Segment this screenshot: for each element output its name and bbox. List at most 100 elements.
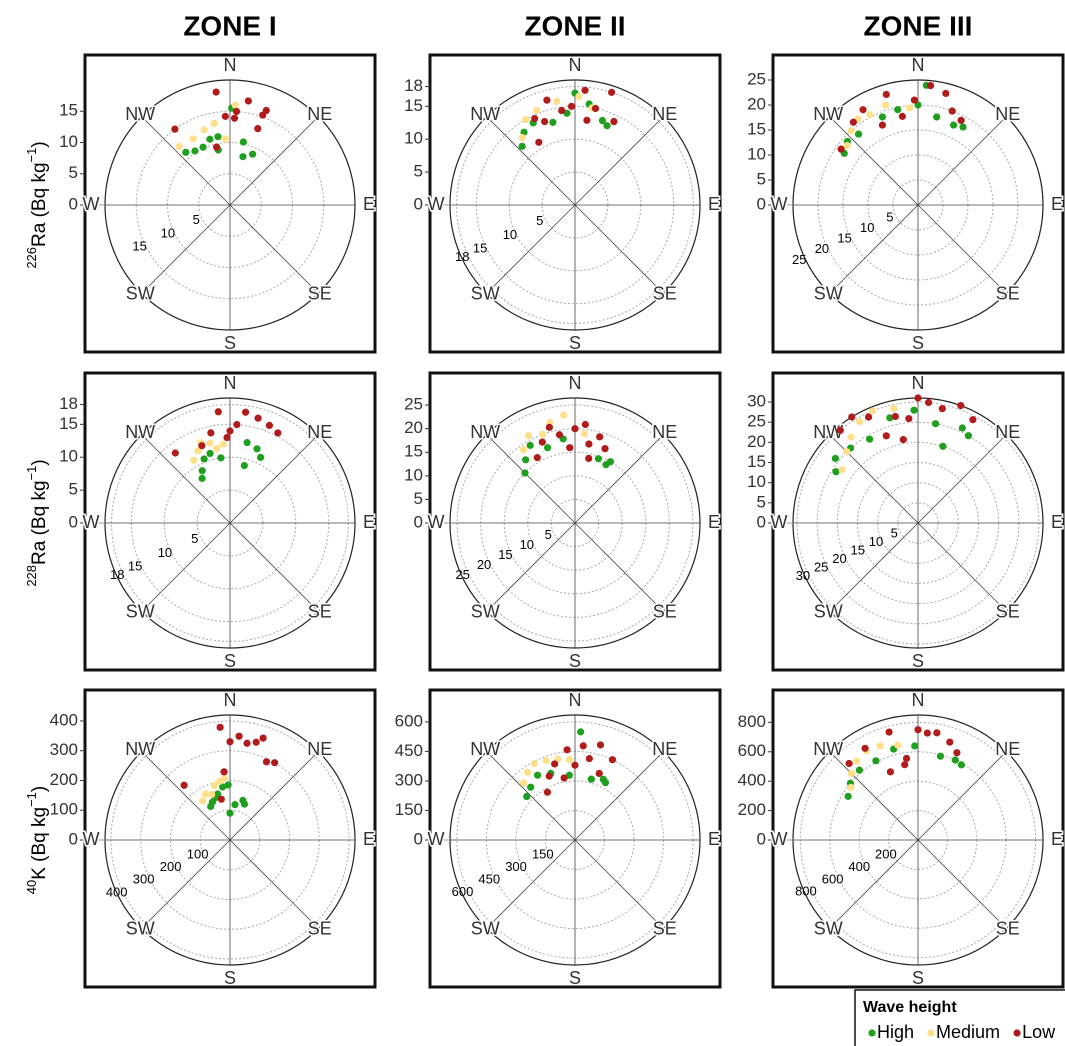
direction-label: W [428, 829, 445, 849]
point [207, 429, 215, 437]
y-tick-label: 30 [747, 392, 766, 411]
direction-label: NE [652, 739, 677, 759]
point [230, 114, 239, 122]
direction-label: SE [996, 919, 1020, 939]
direction-label: N [912, 690, 925, 710]
point [933, 113, 941, 121]
point [214, 408, 222, 416]
panel-frame [428, 53, 722, 354]
point [239, 138, 247, 146]
direction-label: SE [653, 602, 677, 622]
legend-frame [854, 989, 1065, 1046]
point [199, 797, 207, 805]
y-tick-label: 400 [738, 771, 766, 790]
y-tick-label: 15 [59, 101, 78, 120]
y-tick-label: 150 [395, 800, 423, 819]
direction-label: SE [996, 284, 1020, 304]
point [951, 756, 959, 764]
spoke [486, 751, 576, 841]
y-tick-label: 5 [414, 162, 423, 181]
point [885, 728, 893, 736]
point [946, 738, 954, 746]
point [560, 774, 568, 782]
point [563, 746, 571, 754]
point [566, 444, 574, 452]
point [551, 760, 559, 768]
radial-tick-label: 5 [886, 210, 893, 225]
radial-tick-label: 5 [536, 213, 543, 228]
point [190, 456, 198, 464]
row-label-part: −1 [24, 466, 39, 481]
point [226, 427, 234, 435]
spoke [229, 434, 319, 524]
y-tick-label: 100 [50, 800, 78, 819]
spoke [141, 204, 231, 294]
spoke [229, 204, 319, 294]
radial-tick-label: 18 [110, 567, 124, 582]
direction-label: E [1051, 512, 1063, 532]
radial-tick-label: 100 [187, 847, 209, 862]
point [894, 741, 902, 749]
point [843, 448, 851, 456]
point [601, 445, 609, 453]
point [200, 126, 208, 134]
panel-frame [771, 371, 1065, 672]
point [171, 125, 179, 133]
y-tick-label: 25 [747, 69, 766, 88]
point [213, 444, 221, 453]
direction-label: E [708, 194, 720, 214]
radial-tick-label: 15 [498, 547, 512, 562]
radial-tick-label: 15 [132, 239, 146, 254]
spoke [829, 116, 919, 206]
point [876, 742, 884, 750]
direction-label: NW [125, 422, 155, 442]
radial-tick-label: 5 [193, 212, 200, 227]
y-tick-label: 200 [50, 770, 78, 789]
point [901, 761, 909, 769]
direction-label: NW [470, 422, 500, 442]
point [958, 424, 966, 432]
point [581, 420, 589, 429]
point [931, 420, 940, 428]
spoke [829, 434, 919, 524]
direction-label: SW [126, 602, 155, 622]
row-label: 228Ra (Bq kg−1) [24, 459, 50, 586]
y-tick-label: 18 [59, 394, 78, 413]
point [545, 423, 553, 431]
direction-label: SW [814, 602, 843, 622]
radial-tick-label: 20 [477, 557, 491, 572]
spoke [141, 116, 231, 206]
point [864, 413, 873, 421]
point [271, 759, 279, 767]
point [226, 738, 234, 746]
direction-label: W [83, 194, 100, 214]
point [583, 116, 591, 124]
y-tick-label: 600 [738, 741, 766, 760]
point [926, 82, 935, 90]
y-tick-label: 18 [404, 76, 423, 95]
point [959, 123, 967, 131]
point [585, 440, 593, 448]
point [914, 394, 922, 402]
point [533, 106, 541, 115]
point [543, 444, 552, 452]
point [219, 440, 227, 448]
point [543, 788, 552, 796]
point [565, 755, 573, 764]
point [905, 104, 914, 112]
point [558, 106, 566, 115]
radial-tick-label: 400 [848, 859, 870, 874]
point [914, 101, 922, 109]
point [866, 110, 874, 119]
spoke [486, 204, 576, 294]
point [535, 138, 543, 146]
y-tick-label: 20 [404, 418, 423, 437]
radial-tick-label: 200 [160, 859, 182, 874]
spoke [917, 434, 1007, 524]
point [214, 133, 222, 141]
point [518, 142, 526, 150]
y-tick-label: 0 [69, 194, 78, 213]
direction-label: E [1051, 829, 1063, 849]
direction-label: E [363, 829, 375, 849]
point [844, 792, 852, 800]
